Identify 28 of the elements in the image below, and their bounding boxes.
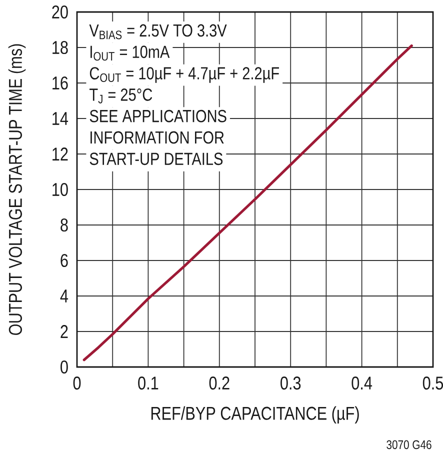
line-series xyxy=(82,44,413,362)
y-tick-label: 2 xyxy=(60,325,68,338)
y-axis-title: OUTPUT VOLTAGE START-UP TIME (ms) xyxy=(8,44,26,335)
y-tick-label: 10 xyxy=(52,182,68,196)
text: 3070 G46 xyxy=(386,440,432,450)
y-tick-label: 12 xyxy=(52,148,68,160)
annotation: I$_{OUT}$ = 10mA xyxy=(90,46,170,61)
x-tick-label: 0.2 xyxy=(209,376,230,390)
x-tick-label: 0.1 xyxy=(138,376,158,390)
x-axis-title: REF/BYP CAPACITANCE (µF) xyxy=(151,406,359,424)
y-tick-label: 18 xyxy=(52,40,68,54)
y-tick-label: 16 xyxy=(52,76,68,90)
x-tick-label: 0.4 xyxy=(352,376,372,390)
y-tick-label: 6 xyxy=(60,254,68,268)
y-tick-label: 4 xyxy=(60,290,68,302)
annotation: START-UP DETAILS xyxy=(90,152,223,166)
annotation: INFORMATION FOR xyxy=(90,131,224,144)
y-tick-label: 8 xyxy=(60,218,68,232)
annotation: V$_{BIAS}$ = 2.5V TO 3.3V xyxy=(89,24,227,40)
y-tick-label: 14 xyxy=(52,112,68,125)
y-tick-label: 0 xyxy=(60,360,68,374)
annotation: T$_{J}$ = 25°C xyxy=(90,88,152,104)
x-tick-label: 0.3 xyxy=(280,376,301,390)
annotation: C$_{OUT}$ = 10µF + 4.7µF + 2.2µF xyxy=(90,67,279,83)
x-tick-label: 0.5 xyxy=(422,376,443,390)
annotation: SEE APPLICATIONS xyxy=(90,110,226,122)
y-tick-label: 20 xyxy=(52,5,68,19)
x-tick-label: 0 xyxy=(73,376,81,390)
